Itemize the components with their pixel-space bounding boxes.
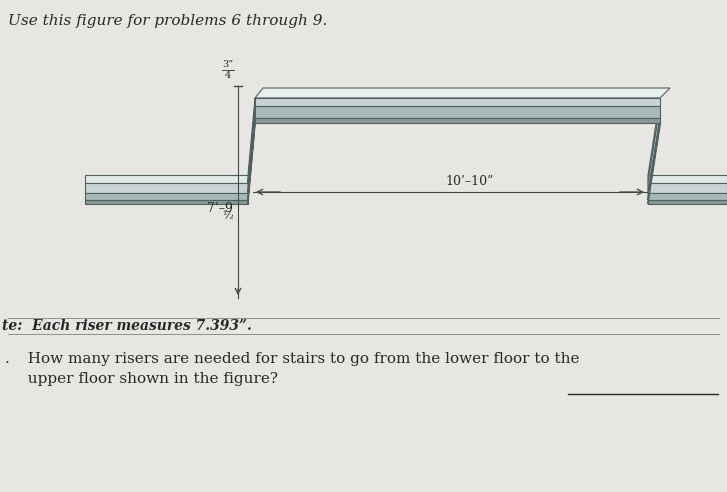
Polygon shape	[255, 106, 660, 118]
Polygon shape	[648, 175, 727, 183]
Polygon shape	[85, 193, 248, 200]
Text: 4: 4	[225, 71, 231, 80]
Polygon shape	[648, 106, 660, 193]
Polygon shape	[85, 183, 248, 193]
Text: 3”: 3”	[222, 60, 233, 69]
Text: ½: ½	[222, 211, 233, 221]
Polygon shape	[85, 175, 248, 183]
Polygon shape	[648, 183, 727, 193]
Text: 7’–9: 7’–9	[207, 202, 233, 215]
Polygon shape	[255, 88, 670, 98]
Polygon shape	[85, 200, 248, 204]
Polygon shape	[648, 200, 727, 204]
Text: How many risers are needed for stairs to go from the lower floor to the: How many risers are needed for stairs to…	[18, 352, 579, 366]
Polygon shape	[255, 98, 660, 106]
Polygon shape	[248, 98, 255, 183]
Text: Use this figure for problems 6 through 9.: Use this figure for problems 6 through 9…	[8, 14, 327, 28]
Polygon shape	[248, 118, 255, 200]
Polygon shape	[248, 106, 255, 193]
Text: 10’–10”: 10’–10”	[446, 175, 494, 188]
Polygon shape	[648, 193, 727, 200]
Text: .: .	[5, 352, 9, 366]
Text: upper floor shown in the figure?: upper floor shown in the figure?	[18, 372, 278, 386]
Polygon shape	[648, 123, 660, 204]
Polygon shape	[255, 118, 660, 123]
Polygon shape	[648, 118, 660, 200]
Text: te:  Each riser measures 7.393”.: te: Each riser measures 7.393”.	[2, 319, 252, 333]
Polygon shape	[248, 123, 255, 204]
Polygon shape	[648, 98, 660, 183]
